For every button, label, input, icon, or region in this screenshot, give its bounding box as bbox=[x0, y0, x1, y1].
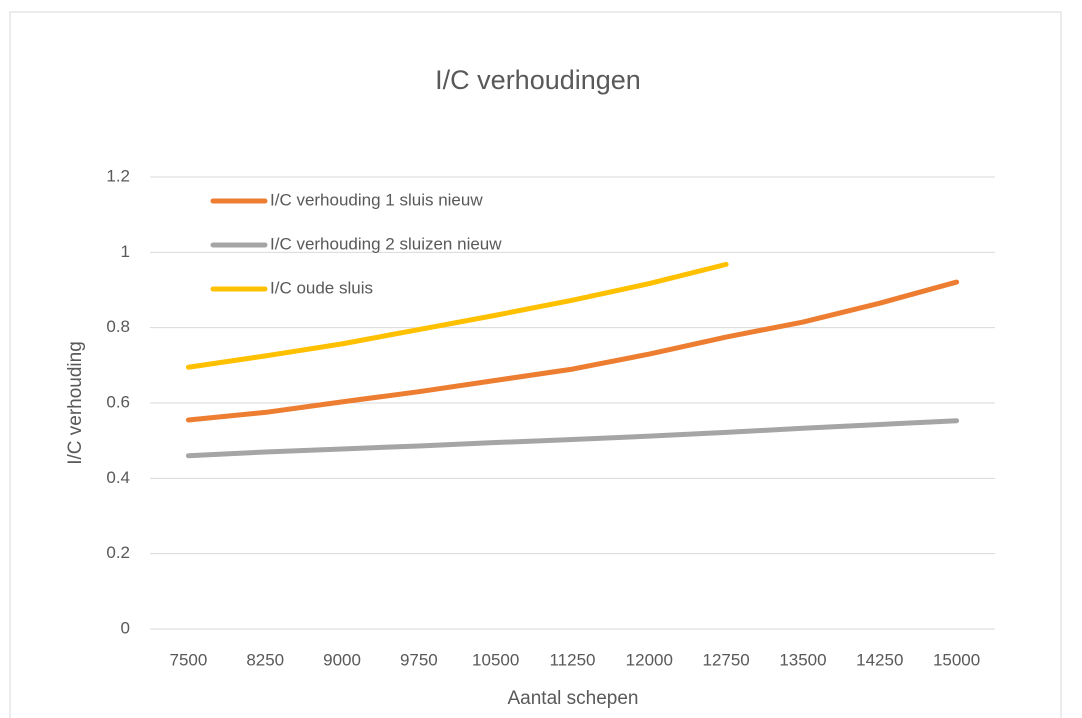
x-tick-label: 9000 bbox=[323, 650, 361, 669]
x-tick-label: 15000 bbox=[933, 650, 980, 669]
series-line bbox=[185, 279, 960, 423]
legend-label: I/C verhouding 1 sluis nieuw bbox=[270, 190, 483, 209]
y-tick-label: 1 bbox=[121, 242, 130, 261]
y-tick-label: 1.2 bbox=[106, 166, 130, 185]
y-tick-label: 0.2 bbox=[106, 543, 130, 562]
x-tick-label: 12750 bbox=[702, 650, 749, 669]
x-axis-label: Aantal schepen bbox=[508, 688, 639, 709]
y-tick-label: 0.8 bbox=[106, 317, 130, 336]
x-tick-label: 14250 bbox=[856, 650, 903, 669]
x-tick-label: 11250 bbox=[549, 650, 595, 669]
legend-label: I/C verhouding 2 sluizen nieuw bbox=[270, 234, 502, 253]
x-tick-label: 8250 bbox=[246, 650, 284, 669]
legend-label: I/C oude sluis bbox=[270, 278, 373, 297]
y-axis-label: I/C verhouding bbox=[65, 341, 86, 465]
x-tick-label: 12000 bbox=[626, 650, 673, 669]
y-tick-label: 0.4 bbox=[106, 468, 130, 487]
series-line bbox=[185, 261, 729, 370]
series-line bbox=[185, 418, 960, 459]
x-tick-label: 7500 bbox=[169, 650, 207, 669]
x-tick-label: 13500 bbox=[779, 650, 826, 669]
x-tick-label: 10500 bbox=[472, 650, 519, 669]
chart-frame bbox=[9, 11, 1062, 718]
y-tick-label: 0 bbox=[121, 618, 130, 637]
y-tick-label: 0.6 bbox=[106, 392, 130, 411]
chart-title: I/C verhoudingen bbox=[435, 65, 641, 95]
x-tick-label: 9750 bbox=[400, 650, 438, 669]
